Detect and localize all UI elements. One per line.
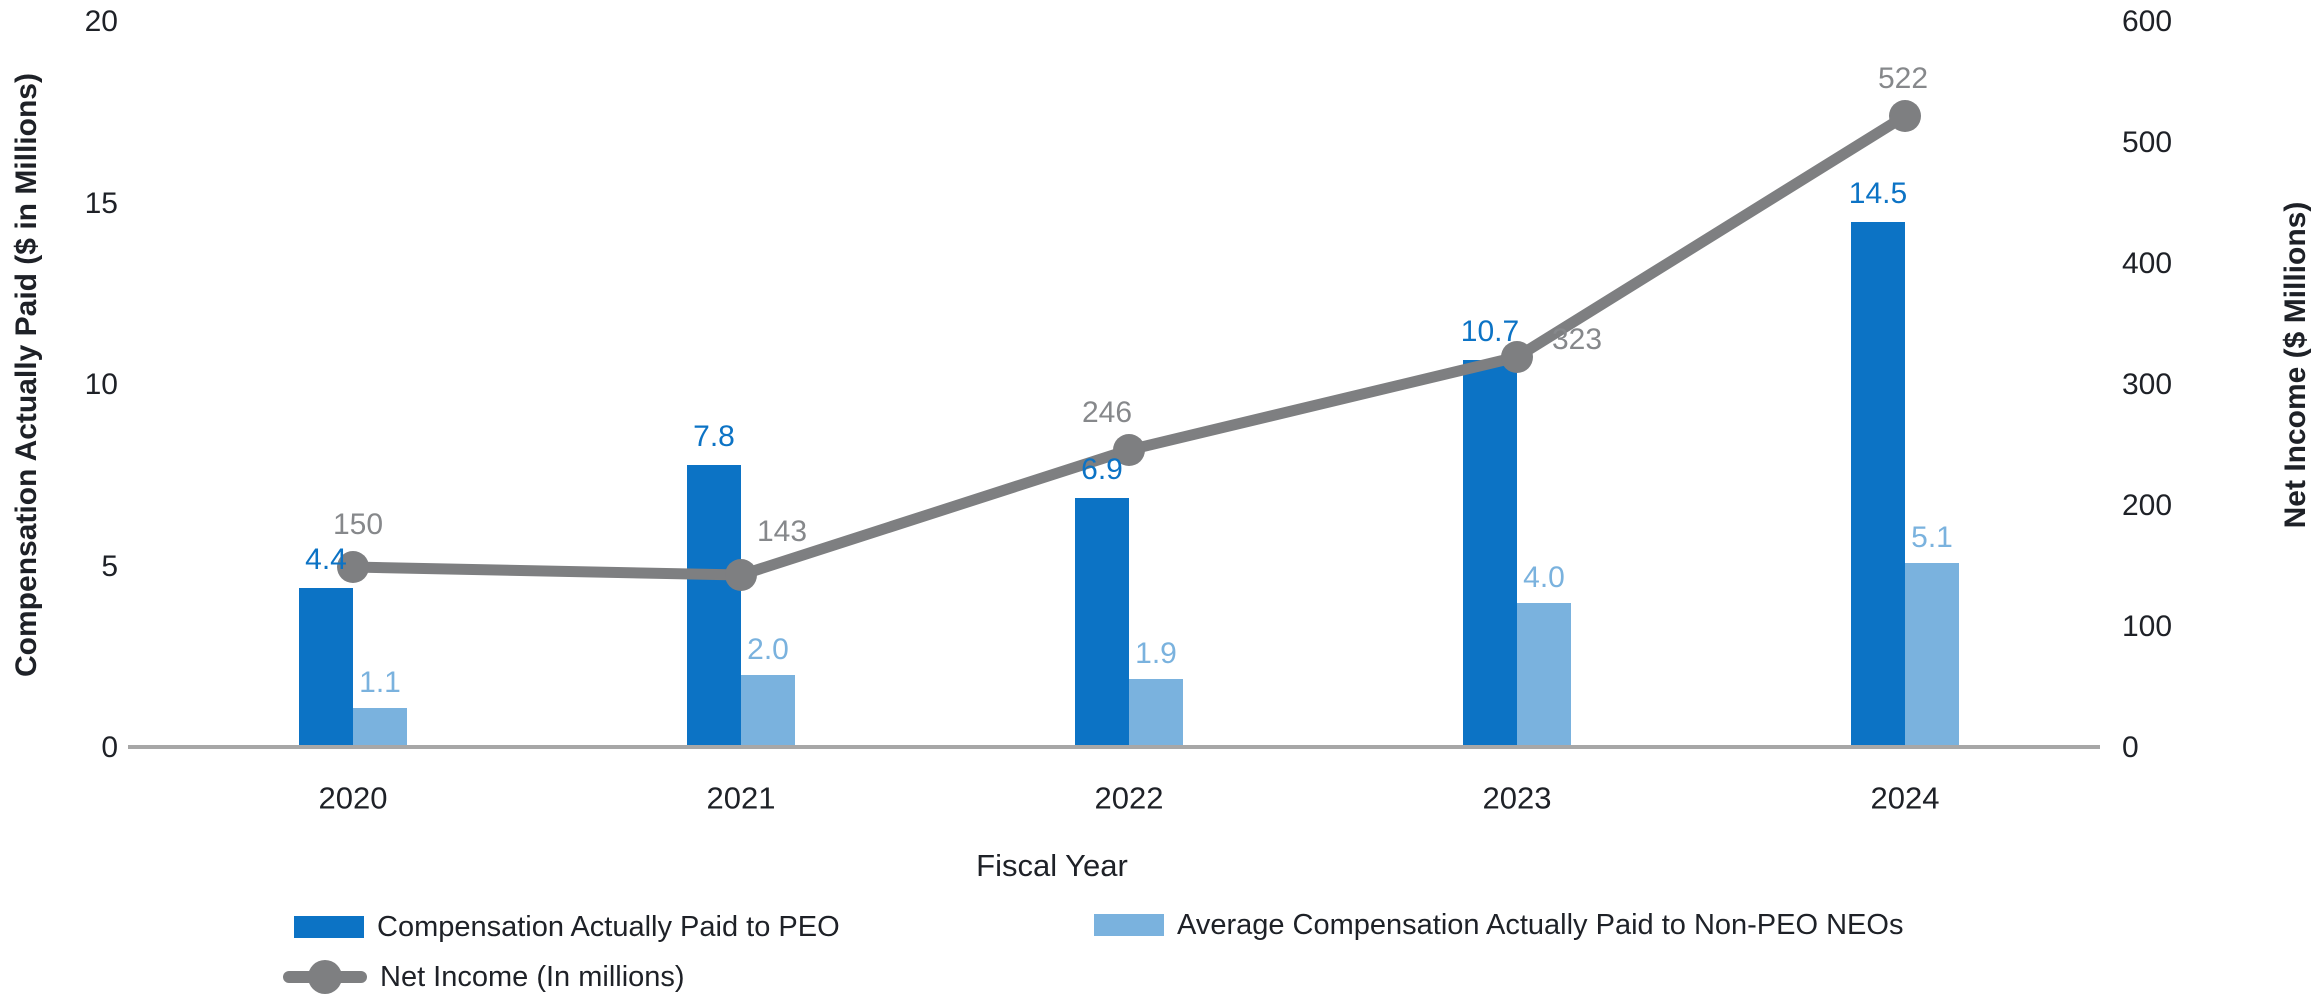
legend-item-peo: Compensation Actually Paid to PEO — [294, 905, 840, 949]
bar-nonpeo-2021 — [741, 675, 795, 748]
x-tick-2022: 2022 — [1094, 780, 1164, 816]
net-income-value-2021: 143 — [756, 515, 808, 548]
net-income-value-2020: 150 — [332, 508, 384, 541]
left-axis-tick: 10 — [84, 368, 118, 401]
x-axis-line — [128, 745, 2100, 749]
left-axis-tick: 0 — [101, 731, 118, 764]
net-income-marker-2022 — [1113, 434, 1145, 466]
right-axis-tick: 0 — [2122, 731, 2139, 764]
x-tick-2020: 2020 — [318, 780, 388, 816]
bar-peo-2024 — [1851, 221, 1905, 748]
bar-value-peo-2024: 14.5 — [1848, 176, 1908, 210]
right-axis-tick: 100 — [2122, 610, 2173, 643]
legend-item-nonpeo: Average Compensation Actually Paid to No… — [1094, 903, 1903, 947]
bar-peo-2021 — [687, 464, 741, 748]
left-axis-tick: 15 — [84, 186, 118, 220]
net-income-marker-2021 — [725, 559, 757, 591]
bar-peo-2020 — [299, 588, 353, 748]
bar-nonpeo-2024 — [1905, 562, 1959, 748]
right-axis-tick: 600 — [2122, 5, 2173, 38]
legend-label-peo: Compensation Actually Paid to PEO — [377, 910, 840, 943]
bar-nonpeo-2020 — [353, 708, 407, 748]
right-axis-tick: 500 — [2122, 126, 2173, 159]
net-income-value-2023: 323 — [1551, 323, 1603, 356]
net-income-value-2022: 246 — [1081, 396, 1133, 429]
right-axis-tick: 300 — [2122, 368, 2173, 401]
bar-value-nonpeo-2020: 1.1 — [359, 666, 401, 700]
legend-item-netincome: Net Income (In millions) — [283, 955, 685, 999]
bar-peo-2022 — [1075, 497, 1129, 748]
x-tick-2024: 2024 — [1870, 780, 1940, 816]
net-income-value-2024: 522 — [1877, 62, 1929, 95]
left-axis-tick: 5 — [101, 549, 118, 583]
right-axis-tick: 200 — [2122, 489, 2173, 522]
net-income-marker-2024 — [1889, 100, 1921, 132]
left-axis-tick: 20 — [84, 5, 118, 38]
net-income-marker-2020 — [337, 551, 369, 583]
x-tick-2023: 2023 — [1482, 780, 1552, 816]
bar-value-nonpeo-2023: 4.0 — [1523, 560, 1565, 594]
x-axis-title: Fiscal Year — [976, 848, 1128, 883]
bar-value-nonpeo-2024: 5.1 — [1911, 520, 1953, 554]
right-axis-tick: 400 — [2122, 247, 2173, 280]
bar-value-peo-2023: 10.7 — [1460, 314, 1520, 348]
legend-line-marker-icon — [283, 959, 367, 995]
bar-nonpeo-2023 — [1517, 602, 1571, 748]
legend-swatch-nonpeo-icon — [1094, 914, 1164, 936]
bar-value-peo-2021: 7.8 — [693, 419, 735, 453]
bar-value-peo-2020: 4.4 — [305, 543, 347, 577]
legend-dot-icon — [308, 960, 342, 994]
net-income-line — [352, 111, 1908, 581]
net-income-marker-2023 — [1501, 341, 1533, 373]
bar-value-nonpeo-2021: 2.0 — [747, 633, 789, 667]
legend-label-nonpeo: Average Compensation Actually Paid to No… — [1177, 908, 1904, 941]
bar-nonpeo-2022 — [1129, 679, 1183, 748]
legend-label-netincome: Net Income (In millions) — [380, 960, 685, 993]
x-tick-2021: 2021 — [706, 780, 776, 816]
bar-value-peo-2022: 6.9 — [1081, 452, 1123, 486]
bar-peo-2023 — [1463, 359, 1517, 748]
legend-swatch-peo-icon — [294, 916, 364, 938]
bar-value-nonpeo-2022: 1.9 — [1135, 637, 1177, 671]
